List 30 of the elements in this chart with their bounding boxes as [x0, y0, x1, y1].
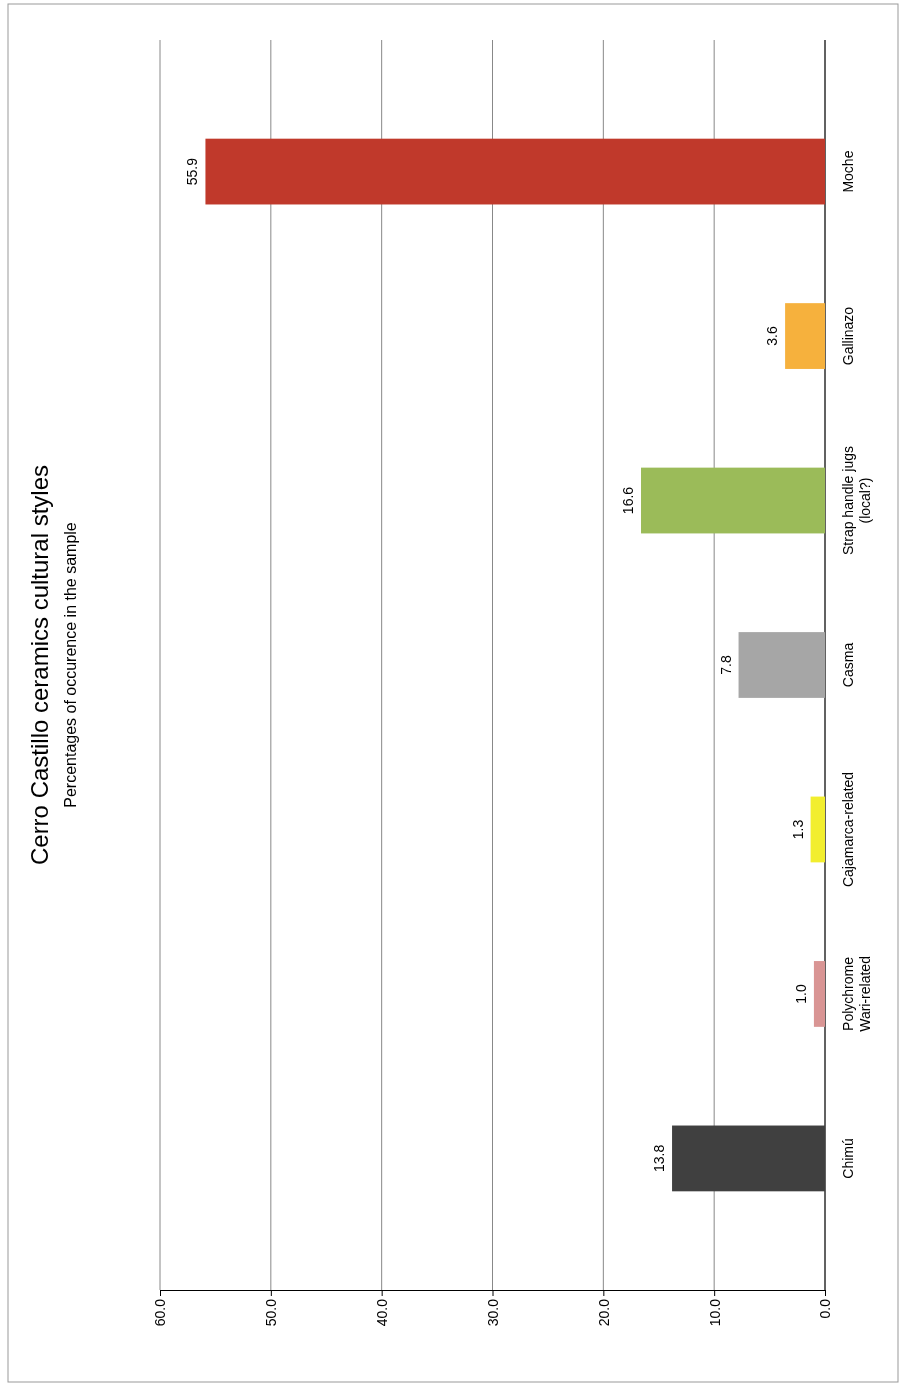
bar [641, 467, 825, 534]
y-tick-label: Polychrome Wari-related [840, 956, 873, 1032]
y-tick-label: Chimú [840, 1138, 856, 1179]
y-tick-label: Gallinazo [840, 306, 856, 366]
bar [205, 138, 825, 205]
y-tick-label: Cajamarca-related [840, 771, 856, 888]
x-tick-label: 20.0 [595, 1298, 612, 1327]
y-tick-label: Strap handle jugs (local?) [840, 446, 873, 556]
data-label: 55.9 [184, 157, 201, 186]
x-tick-label: 50.0 [263, 1298, 280, 1327]
data-label: 1.0 [792, 984, 809, 1004]
text: Cerro Castillo ceramics cultural styles [26, 464, 53, 866]
data-label: 13.8 [651, 1144, 668, 1173]
x-tick-label: 30.0 [484, 1298, 501, 1327]
y-tick-label: Moche [840, 150, 856, 193]
text: Percentages of occurence in the sample [62, 522, 79, 808]
x-tick-label: 0.0 [817, 1298, 834, 1319]
data-label: 3.6 [764, 326, 781, 346]
data-label: 1.3 [789, 819, 806, 840]
data-label: 7.8 [717, 655, 734, 675]
x-tick-label: 60.0 [152, 1298, 169, 1327]
bar [785, 303, 825, 369]
x-tick-label: 10.0 [706, 1298, 723, 1327]
bar [810, 796, 825, 863]
bar [813, 961, 825, 1027]
bar [738, 632, 825, 698]
bar [672, 1125, 825, 1192]
data-label: 16.6 [620, 486, 637, 515]
x-tick-label: 40.0 [374, 1298, 391, 1327]
y-tick-label: Casma [840, 642, 856, 688]
